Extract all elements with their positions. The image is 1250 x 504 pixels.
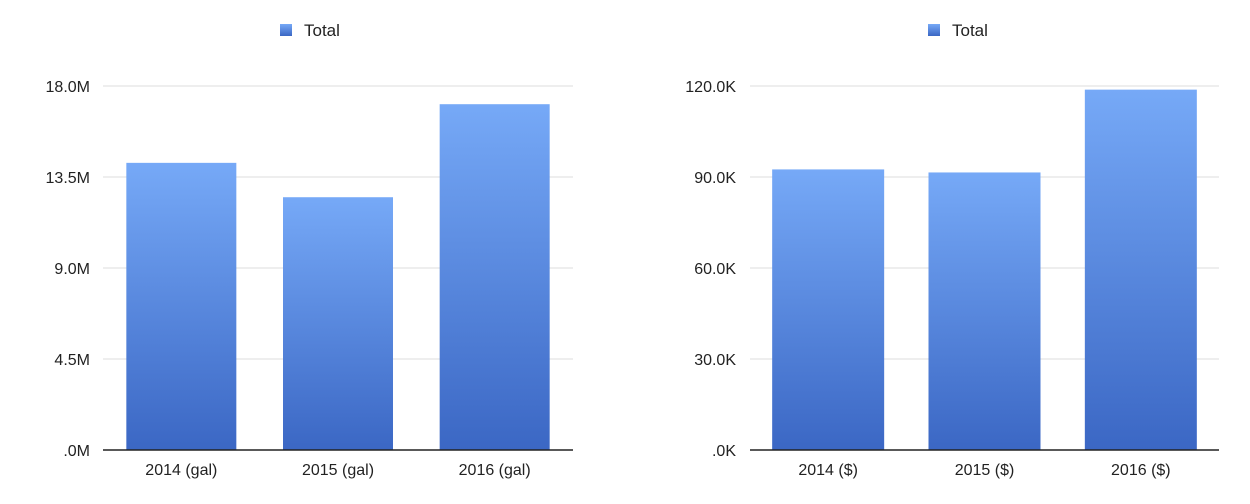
y-tick-label: 9.0M (54, 261, 90, 278)
legend-swatch (280, 24, 292, 36)
legend: Total (928, 21, 988, 40)
bar (439, 104, 550, 450)
x-tick-label: 2014 (gal) (145, 462, 217, 479)
y-tick-label: 13.5M (46, 170, 90, 187)
legend-label: Total (304, 21, 340, 40)
y-tick-label: .0M (63, 443, 90, 460)
x-tick-label: 2015 (gal) (302, 462, 374, 479)
bar (772, 169, 885, 450)
y-tick-label: 90.0K (694, 170, 736, 187)
y-tick-label: .0K (712, 443, 736, 460)
bar (928, 172, 1041, 450)
y-tick-label: 4.5M (54, 352, 90, 369)
x-tick-label: 2015 ($) (955, 462, 1015, 479)
chart-gallons: Total .0M 4.5M 9.0M 13.5M 18.0M 2014 (gal) 2015… (46, 21, 573, 479)
bar (283, 197, 393, 450)
chart-dollars: Total .0K 30.0K 60.0K 90.0K 120.0K 2014 ($) 201… (685, 21, 1219, 479)
legend-label: Total (952, 21, 988, 40)
y-tick-label: 60.0K (694, 261, 736, 278)
y-tick-label: 18.0M (46, 79, 90, 96)
bar (1084, 89, 1197, 450)
y-tick-label: 30.0K (694, 352, 736, 369)
y-tick-label: 120.0K (685, 79, 736, 96)
x-tick-label: 2014 ($) (798, 462, 858, 479)
x-tick-label: 2016 ($) (1111, 462, 1171, 479)
legend-swatch (928, 24, 940, 36)
x-tick-label: 2016 (gal) (459, 462, 531, 479)
bar (126, 162, 237, 450)
legend: Total (280, 21, 340, 40)
